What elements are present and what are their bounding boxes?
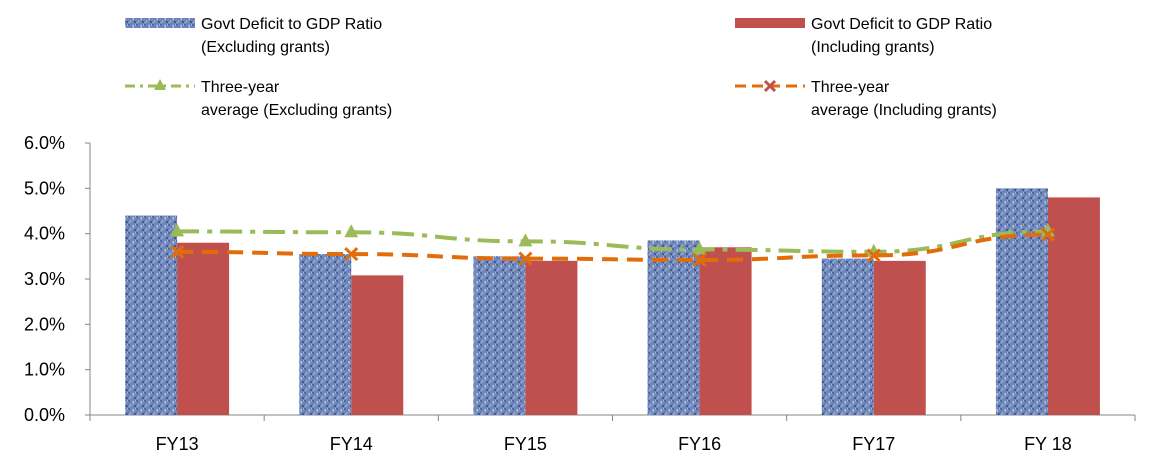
legend-item-govt-deficit-to-gdp-ratio-excluding-grants: Govt Deficit to GDP Ratio (Excluding gran… bbox=[125, 16, 382, 56]
bar-govt-deficit-to-gdp-ratio-excluding-grants-fy14 bbox=[299, 254, 352, 415]
legend-item-govt-deficit-to-gdp-ratio-including-grants: Govt Deficit to GDP Ratio (Including gran… bbox=[735, 16, 992, 56]
x-tick-label: FY13 bbox=[156, 434, 199, 454]
marker-x-fy14 bbox=[344, 247, 359, 262]
legend-label: Govt Deficit to GDP Ratio bbox=[201, 16, 382, 33]
legend-marker-triangle bbox=[154, 79, 166, 90]
x-tick-label: FY14 bbox=[330, 434, 373, 454]
marker-x-fy13 bbox=[170, 244, 185, 259]
marker-triangle-fy14 bbox=[344, 224, 359, 238]
y-tick-label: 4.0% bbox=[24, 224, 65, 244]
bar-govt-deficit-to-gdp-ratio-including-grants-fy15 bbox=[525, 260, 578, 415]
legend-label: average (Excluding grants) bbox=[201, 102, 392, 119]
legend-swatch bbox=[735, 18, 805, 28]
y-tick-label: 6.0% bbox=[24, 133, 65, 153]
bar-govt-deficit-to-gdp-ratio-excluding-grants-fy16 bbox=[647, 240, 700, 415]
bar-govt-deficit-to-gdp-ratio-including-grants-fy17 bbox=[873, 260, 926, 415]
marker-x-fy16 bbox=[692, 252, 707, 268]
x-tick-label: FY17 bbox=[852, 434, 895, 454]
bar-govt-deficit-to-gdp-ratio-excluding-grants-fy15 bbox=[473, 256, 526, 415]
x-tick-label: FY 18 bbox=[1024, 434, 1072, 454]
y-tick-label: 3.0% bbox=[24, 269, 65, 289]
legend-swatch bbox=[125, 18, 195, 28]
bar-govt-deficit-to-gdp-ratio-including-grants-fy16 bbox=[699, 247, 752, 415]
legend-label: Govt Deficit to GDP Ratio bbox=[811, 16, 992, 33]
bar-govt-deficit-to-gdp-ratio-excluding-grants-fy13 bbox=[125, 215, 178, 415]
legend-item-three-year-average-including-grants: Three-year average (Including grants) bbox=[735, 79, 997, 119]
bars bbox=[125, 188, 1100, 415]
lines bbox=[170, 223, 1055, 268]
legend-label: (Excluding grants) bbox=[201, 39, 330, 56]
line-three-year-average-including-grants bbox=[177, 232, 1048, 262]
y-tick-label: 1.0% bbox=[24, 360, 65, 380]
marker-x-fy15 bbox=[518, 251, 533, 266]
x-tick-label: FY15 bbox=[504, 434, 547, 454]
bar-govt-deficit-to-gdp-ratio-excluding-grants-fy17 bbox=[821, 258, 874, 415]
marker-x-fy17 bbox=[866, 248, 881, 263]
bar-govt-deficit-to-gdp-ratio-including-grants-fy14 bbox=[351, 275, 404, 415]
y-tick-label: 0.0% bbox=[24, 405, 65, 425]
bar-govt-deficit-to-gdp-ratio-including-grants-fy13 bbox=[177, 242, 230, 415]
marker-triangle-fy16 bbox=[692, 241, 707, 255]
y-tick-label: 5.0% bbox=[24, 178, 65, 198]
legend-label: (Including grants) bbox=[811, 39, 935, 56]
marker-x-fy-18 bbox=[1040, 227, 1055, 242]
bar-govt-deficit-to-gdp-ratio-including-grants-fy-18 bbox=[1047, 197, 1100, 415]
legend-item-three-year-average-excluding-grants: Three-year average (Excluding grants) bbox=[125, 79, 392, 119]
legend: Govt Deficit to GDP Ratio (Excluding gran… bbox=[125, 16, 997, 119]
legend-marker-x bbox=[763, 79, 777, 93]
y-tick-label: 2.0% bbox=[24, 314, 65, 334]
axes: 0.0% 1.0% 2.0% 3.0% 4.0% 5.0% 6.0% FY13 FY14 FY15… bbox=[24, 133, 1136, 454]
legend-label: average (Including grants) bbox=[811, 102, 997, 119]
legend-label: Three-year bbox=[811, 79, 890, 96]
legend-label: Three-year bbox=[201, 79, 280, 96]
bar-govt-deficit-to-gdp-ratio-excluding-grants-fy-18 bbox=[995, 188, 1048, 415]
x-tick-label: FY16 bbox=[678, 434, 721, 454]
marker-triangle-fy13 bbox=[170, 223, 185, 237]
marker-triangle-fy15 bbox=[518, 233, 533, 247]
line-three-year-average-excluding-grants bbox=[177, 229, 1048, 254]
